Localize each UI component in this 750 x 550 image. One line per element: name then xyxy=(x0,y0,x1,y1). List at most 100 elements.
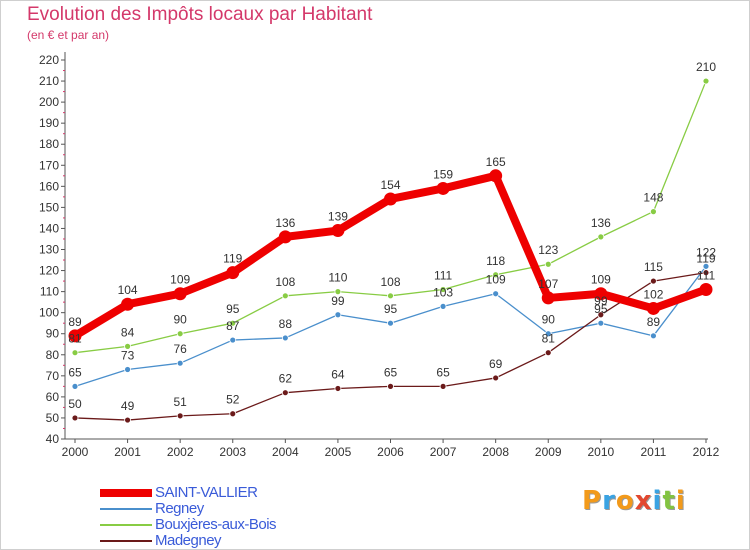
x-tick-label: 2011 xyxy=(641,445,667,459)
data-point xyxy=(173,287,187,301)
data-label: 87 xyxy=(226,319,240,333)
data-point xyxy=(121,297,135,311)
data-point xyxy=(544,330,552,338)
y-tick-label: 220 xyxy=(39,53,59,67)
data-point xyxy=(594,287,608,301)
y-tick-label: 170 xyxy=(39,158,59,172)
data-label: 95 xyxy=(226,302,240,316)
data-label: 88 xyxy=(279,317,293,331)
data-label: 95 xyxy=(384,302,398,316)
y-tick-label: 130 xyxy=(39,243,59,257)
x-tick-label: 2002 xyxy=(167,445,194,459)
data-label: 108 xyxy=(275,275,295,289)
logo-letter: o xyxy=(615,486,635,516)
data-label: 103 xyxy=(433,285,453,299)
data-point xyxy=(597,319,605,327)
data-point xyxy=(597,311,605,319)
y-tick-label: 110 xyxy=(40,285,59,299)
data-point xyxy=(331,224,345,238)
data-label: 89 xyxy=(647,315,661,329)
data-label: 107 xyxy=(538,277,558,291)
data-point xyxy=(71,349,79,357)
legend-label: Bouxjères-aux-Bois xyxy=(155,516,277,533)
data-point xyxy=(334,288,342,296)
data-label: 104 xyxy=(118,283,138,297)
data-label: 111 xyxy=(434,269,453,283)
data-label: 84 xyxy=(121,325,135,339)
data-point xyxy=(68,329,82,343)
legend-swatch xyxy=(100,540,152,542)
y-tick-label: 80 xyxy=(46,348,60,362)
legend-label: Regney xyxy=(155,500,204,517)
logo-letter: t xyxy=(662,486,676,516)
data-label: 118 xyxy=(486,254,505,268)
legend-swatch xyxy=(100,524,152,526)
y-tick-label: 160 xyxy=(39,179,59,193)
data-label: 110 xyxy=(328,271,347,285)
data-point xyxy=(702,269,710,277)
x-tick-label: 2005 xyxy=(325,445,352,459)
data-point xyxy=(124,366,131,373)
data-point xyxy=(650,277,657,285)
data-label: 122 xyxy=(696,245,716,259)
data-label: 136 xyxy=(275,216,295,230)
data-label: 108 xyxy=(380,275,400,289)
x-tick-label: 2003 xyxy=(219,445,246,459)
data-point xyxy=(650,208,657,216)
y-tick-label: 150 xyxy=(39,200,59,214)
x-tick-label: 2006 xyxy=(377,445,404,459)
data-point xyxy=(334,311,342,319)
data-point xyxy=(544,349,552,357)
data-point xyxy=(699,283,713,297)
legend-swatch xyxy=(100,508,152,510)
x-tick-label: 2000 xyxy=(62,445,89,459)
x-tick-label: 2001 xyxy=(114,445,141,459)
data-point xyxy=(71,382,79,390)
data-label: 69 xyxy=(489,357,503,371)
data-point xyxy=(176,412,184,420)
data-point xyxy=(278,230,292,244)
chart-subtitle: (en € et par an) xyxy=(27,28,110,42)
data-label: 123 xyxy=(538,243,558,257)
data-point xyxy=(492,271,500,279)
y-tick-label: 90 xyxy=(46,327,60,341)
data-label: 119 xyxy=(223,252,242,266)
data-label: 210 xyxy=(696,60,716,74)
y-tick-label: 210 xyxy=(39,74,59,88)
data-label: 50 xyxy=(68,397,82,411)
y-tick-label: 120 xyxy=(39,264,59,278)
data-label: 65 xyxy=(68,365,82,379)
data-point xyxy=(439,286,447,293)
data-label: 165 xyxy=(486,155,506,169)
data-label: 159 xyxy=(433,167,453,181)
data-label: 95 xyxy=(594,302,608,316)
data-point xyxy=(439,302,447,310)
data-label: 119 xyxy=(696,252,715,266)
data-point xyxy=(492,290,500,298)
y-tick-label: 40 xyxy=(46,432,60,446)
data-label: 99 xyxy=(594,294,608,308)
legend-label: Madegney xyxy=(155,532,222,549)
legend-swatch xyxy=(100,489,152,497)
data-label: 90 xyxy=(542,313,556,327)
data-label: 102 xyxy=(643,287,663,301)
proxiti-logo: Proxiti xyxy=(582,486,686,516)
data-label: 115 xyxy=(644,260,663,274)
data-point xyxy=(226,266,240,280)
x-tick-label: 2010 xyxy=(587,445,614,459)
data-label: 90 xyxy=(173,313,187,327)
logo-letter: i xyxy=(675,486,686,516)
data-label: 111 xyxy=(697,269,716,283)
legend-label: SAINT-VALLIER xyxy=(155,484,258,501)
data-point xyxy=(229,410,237,418)
data-label: 65 xyxy=(436,365,450,379)
data-point xyxy=(176,359,184,367)
data-point xyxy=(489,169,503,183)
chart-title: Evolution des Impôts locaux par Habitant xyxy=(27,4,373,25)
y-tick-label: 200 xyxy=(39,95,59,109)
data-label: 89 xyxy=(68,315,82,329)
data-label: 73 xyxy=(121,349,135,363)
data-point xyxy=(387,292,394,300)
